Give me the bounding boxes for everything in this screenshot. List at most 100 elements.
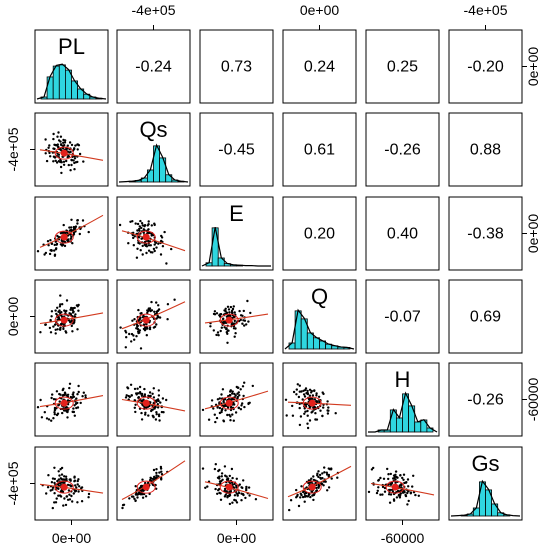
scatter-point	[144, 326, 147, 329]
scatter-point	[74, 484, 77, 487]
scatter-point	[76, 143, 80, 146]
scatter-point	[231, 307, 235, 311]
scatter-point	[144, 413, 147, 416]
scatter-point	[306, 414, 309, 417]
scatter-point	[48, 151, 51, 155]
scatter-point	[383, 486, 387, 490]
scatter-point	[213, 310, 217, 313]
scatter-point	[166, 303, 170, 306]
scatter-point	[76, 501, 79, 504]
scatter-point	[78, 232, 82, 236]
panel-frame-r2-c1	[116, 196, 191, 271]
scatter-point	[72, 492, 76, 495]
scatter-point	[165, 398, 168, 402]
scatter-point	[134, 410, 137, 414]
scatter-point	[57, 236, 60, 239]
scatter-point	[135, 256, 139, 259]
loess-line	[39, 483, 104, 494]
variable-label: PL	[58, 34, 85, 59]
scatter-point	[150, 224, 153, 227]
scatter-point	[65, 299, 69, 302]
scatter-point	[233, 498, 236, 502]
scatter-point	[150, 300, 153, 304]
scatter-point	[75, 397, 78, 400]
loess-line	[287, 465, 352, 498]
scatter-point	[138, 225, 141, 228]
scatter-point	[155, 411, 158, 414]
histogram-bar	[294, 310, 302, 350]
scatter-point	[137, 396, 140, 399]
scatter-point	[303, 500, 306, 503]
scatter-point	[134, 222, 137, 225]
scatter-point	[139, 219, 142, 223]
scatter-point	[223, 487, 227, 491]
scatter-point	[70, 163, 73, 167]
scatter-point	[222, 400, 225, 403]
scatter-point	[52, 160, 55, 163]
scatter-point	[57, 131, 60, 134]
scatter-point	[43, 253, 46, 256]
scatter-point	[52, 325, 55, 328]
scatter-point	[56, 135, 59, 138]
scatter-point	[143, 387, 146, 391]
scatter-point	[154, 418, 158, 421]
scatter-point	[406, 503, 409, 506]
scatter-point	[326, 489, 329, 492]
scatter-point	[311, 394, 315, 397]
scatter-point	[66, 239, 69, 242]
scatter-point	[299, 496, 302, 499]
scatter-point	[53, 249, 56, 252]
scatter-point	[55, 390, 59, 393]
histogram-bar	[491, 503, 499, 517]
scatter-point	[73, 480, 76, 483]
scatter-point	[66, 498, 70, 501]
scatter-point	[315, 392, 318, 395]
scatter-point	[318, 473, 322, 477]
scatter-point	[136, 247, 139, 250]
scatter-point	[375, 491, 379, 495]
loess-line	[204, 313, 269, 324]
scatter-point	[247, 486, 251, 489]
scatter-point	[149, 251, 153, 254]
scatter-point	[157, 413, 161, 416]
scatter-point	[328, 468, 332, 471]
scatter-point	[155, 317, 158, 320]
scatter-point	[145, 334, 148, 337]
scatter-point	[48, 144, 51, 147]
scatter-point	[148, 307, 152, 310]
loess-line	[121, 460, 186, 500]
scatter-point	[84, 394, 87, 397]
scatter-point	[72, 225, 76, 229]
scatter-point	[57, 478, 60, 481]
scatter-point	[313, 398, 317, 401]
scatter-point	[124, 396, 128, 399]
scatter-point	[76, 148, 79, 151]
scatter-point	[315, 418, 319, 421]
scatter-point	[121, 506, 124, 510]
correlation-value-r0-c1: -0.24	[135, 59, 172, 76]
scatter-point	[296, 383, 299, 386]
scatter-point	[125, 336, 128, 339]
scatter-point	[144, 495, 148, 498]
scatter-point	[70, 226, 73, 229]
scatter-point	[222, 317, 225, 320]
scatter-point	[321, 414, 324, 418]
scatter-point	[71, 242, 74, 245]
scatter-point	[233, 403, 236, 406]
scatter-point	[52, 132, 55, 136]
scatter-point	[56, 306, 59, 309]
scatter-point	[298, 406, 301, 410]
scatter-point	[392, 499, 396, 502]
scatter-point	[233, 311, 236, 314]
centroid-point	[60, 316, 68, 324]
scatter-point	[60, 478, 63, 481]
correlation-ellipse	[136, 396, 156, 410]
scatter-point	[243, 405, 246, 409]
scatter-point	[76, 305, 79, 308]
scatter-point	[139, 347, 143, 350]
scatter-point	[128, 497, 131, 500]
scatter-point	[235, 501, 239, 504]
scatter-point	[229, 305, 233, 309]
scatter-point	[64, 503, 68, 507]
scatter-point	[47, 146, 50, 149]
